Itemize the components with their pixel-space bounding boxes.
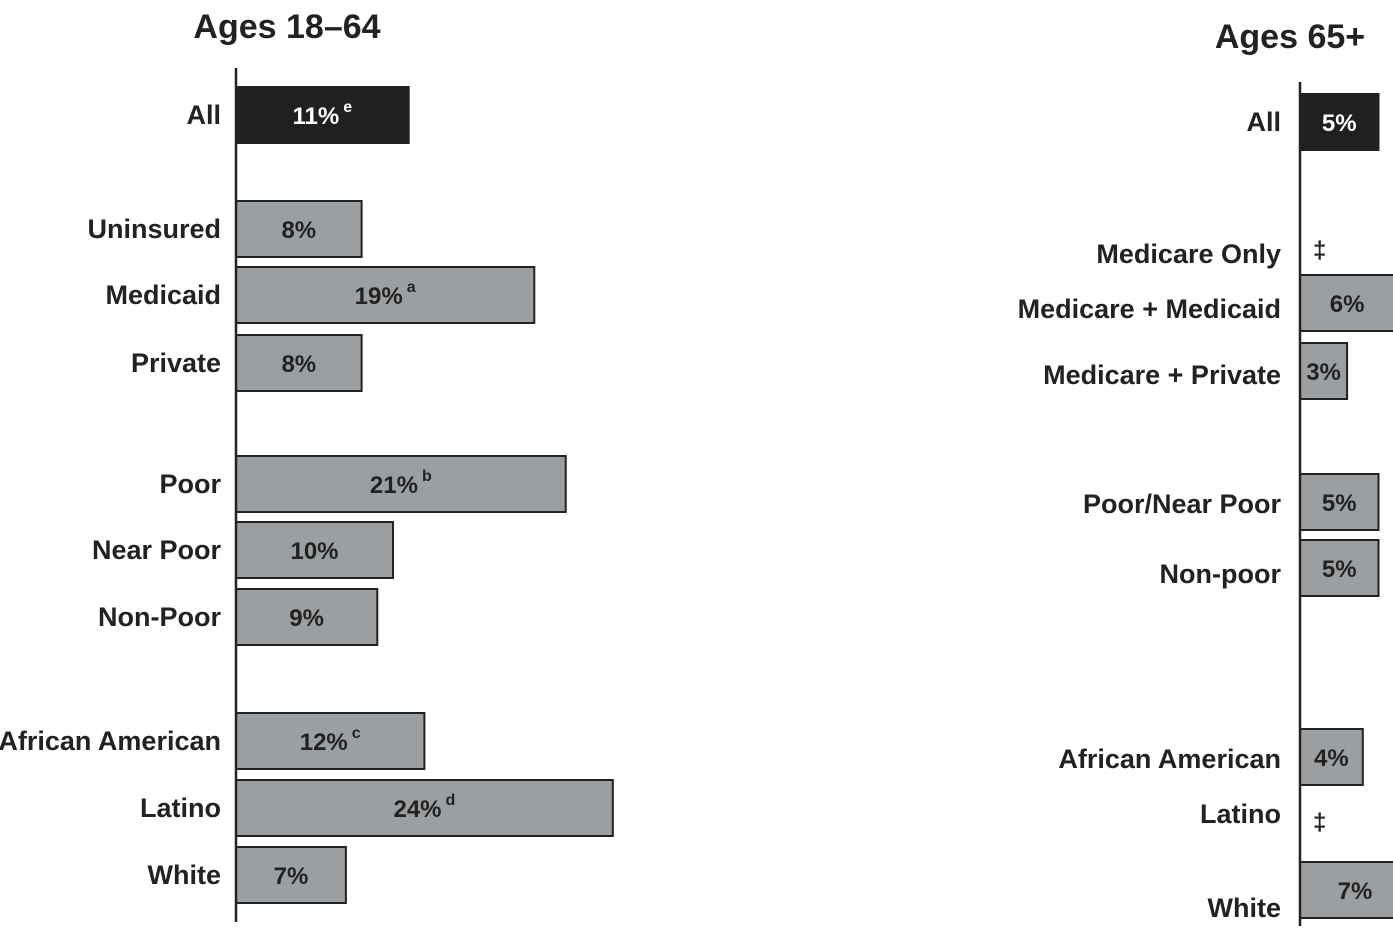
chart-title: Ages 65+ bbox=[1215, 18, 1365, 56]
bar bbox=[1299, 274, 1393, 332]
category-label: Uninsured bbox=[87, 214, 221, 244]
bar bbox=[1299, 728, 1364, 786]
data-label: 24% d bbox=[393, 792, 455, 823]
data-label: 6% bbox=[1330, 291, 1365, 318]
footnote-marker: c bbox=[352, 725, 361, 742]
category-label: All bbox=[1246, 107, 1281, 137]
category-label: Latino bbox=[140, 793, 221, 823]
chart-title: Ages 18–64 bbox=[193, 8, 380, 46]
category-label: All bbox=[186, 100, 221, 130]
bar-all bbox=[235, 86, 410, 144]
bar bbox=[235, 588, 379, 646]
category-label: White bbox=[1208, 893, 1282, 923]
footnote-marker: b bbox=[422, 468, 432, 485]
category-label: Medicare Only bbox=[1096, 239, 1281, 269]
category-label: African American bbox=[0, 726, 221, 756]
category-label: Medicare + Private bbox=[1043, 360, 1281, 390]
suppressed-marker: ‡ bbox=[1313, 809, 1326, 836]
category-label: Non-Poor bbox=[98, 602, 221, 632]
bar bbox=[235, 266, 536, 324]
data-label: 8% bbox=[281, 351, 316, 378]
data-label: 7% bbox=[274, 863, 309, 890]
category-label: White bbox=[148, 860, 222, 890]
category-label: African American bbox=[1058, 744, 1281, 774]
data-label: 4% bbox=[1314, 745, 1349, 772]
bar bbox=[235, 712, 426, 770]
footnote-marker: e bbox=[343, 99, 352, 116]
bar bbox=[235, 455, 567, 513]
data-label: 9% bbox=[289, 605, 324, 632]
suppressed-marker: ‡ bbox=[1313, 237, 1326, 264]
data-label: 5% bbox=[1322, 110, 1357, 137]
footnote-marker: d bbox=[446, 792, 456, 809]
data-label: 8% bbox=[281, 217, 316, 244]
bar bbox=[235, 200, 363, 258]
category-label: Poor bbox=[159, 469, 221, 499]
category-label: Latino bbox=[1200, 799, 1281, 829]
category-label: Private bbox=[131, 348, 221, 378]
category-label: Medicare + Medicaid bbox=[1018, 294, 1281, 324]
data-label: 5% bbox=[1322, 490, 1357, 517]
category-label: Poor/Near Poor bbox=[1083, 489, 1282, 519]
bar bbox=[235, 846, 347, 904]
category-label: Medicaid bbox=[105, 280, 221, 310]
category-label: Near Poor bbox=[92, 535, 222, 565]
data-label: 3% bbox=[1306, 359, 1341, 386]
category-label: Non-poor bbox=[1160, 559, 1282, 589]
chart-panel-2: Ages 65+ All 5% Medicare Only ‡ Medicare + Me… bbox=[1018, 18, 1393, 926]
data-label: 5% bbox=[1322, 556, 1357, 583]
bar bbox=[235, 779, 614, 837]
data-label: 7% bbox=[1338, 878, 1373, 905]
footnote-marker: a bbox=[407, 279, 416, 296]
bar bbox=[1299, 539, 1380, 597]
data-label: 10% bbox=[290, 538, 338, 565]
